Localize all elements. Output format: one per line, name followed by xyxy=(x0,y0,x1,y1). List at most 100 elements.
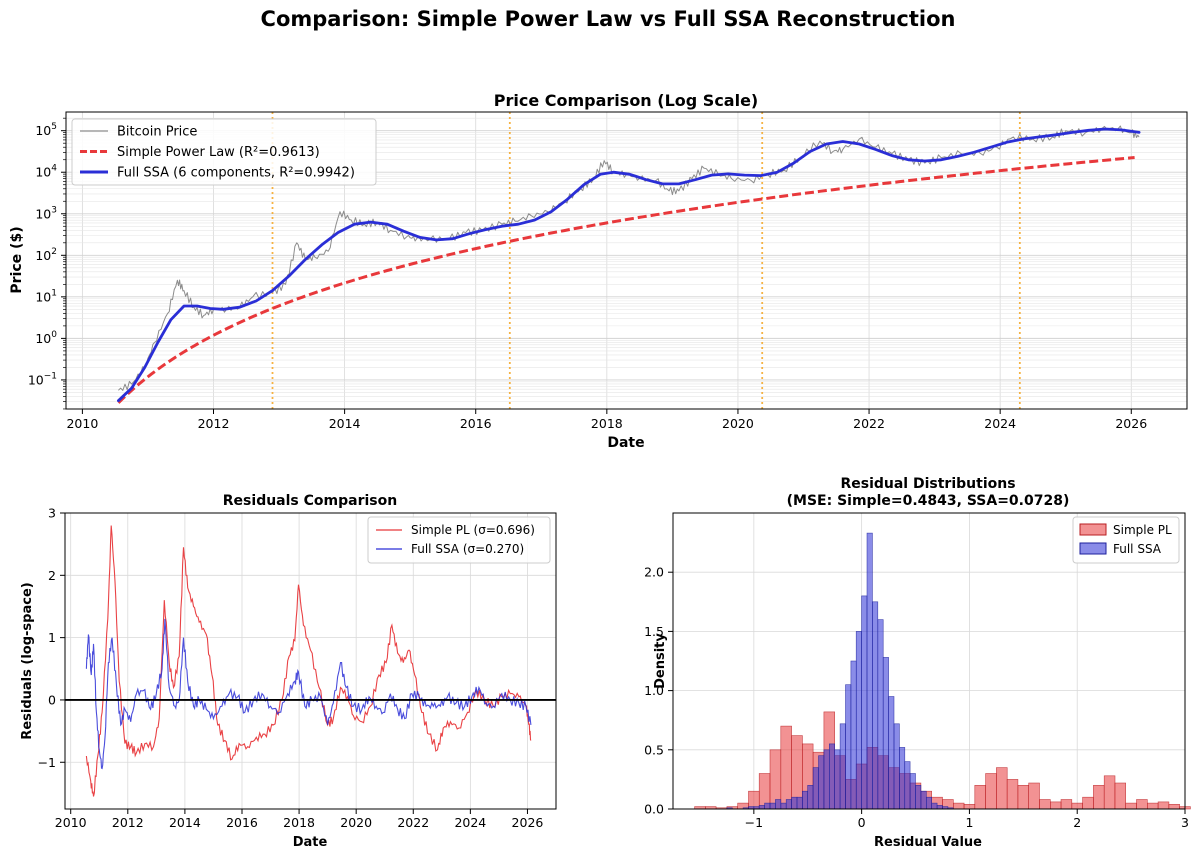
price-x-ticks: 2010 2012 2014 2016 2018 2020 2022 2024 2026 xyxy=(66,409,1147,431)
histogram-x-ticks: −1 0 1 2 3 xyxy=(745,809,1189,830)
full-ssa-bar xyxy=(904,761,911,810)
histogram-y-tick-label: 1.0 xyxy=(644,683,664,698)
price-y-tick-label: 102 xyxy=(35,247,57,263)
full-ssa-bar xyxy=(818,755,825,810)
residuals-x-tick-label: 2026 xyxy=(512,815,544,830)
full-ssa-bar xyxy=(758,805,765,810)
full-ssa-bar xyxy=(872,601,879,810)
simple-pl-bar xyxy=(1168,803,1180,810)
price-x-tick-label: 2026 xyxy=(1115,416,1147,431)
legend-label-full-ssa: Full SSA (6 components, R²=0.9942) xyxy=(117,166,355,181)
full-ssa-bar xyxy=(801,790,808,810)
full-ssa-bar xyxy=(882,657,889,810)
price-y-tick-label: 103 xyxy=(35,205,57,221)
price-x-tick-label: 2024 xyxy=(984,416,1016,431)
figure-title: Comparison: Simple Power Law vs Full SSA… xyxy=(261,7,956,31)
price-x-tick-label: 2022 xyxy=(853,416,885,431)
simple-pl-bar xyxy=(985,773,997,810)
full-ssa-bar xyxy=(893,723,900,810)
price-y-axis-label: Price ($) xyxy=(9,226,25,293)
residuals-y-tick-label: 3 xyxy=(48,506,56,521)
residuals-y-tick-label: 0 xyxy=(48,692,56,707)
residuals-x-tick-label: 2010 xyxy=(55,815,87,830)
residuals-chart: Residuals Comparison 2010 2012 2014 2016 201… xyxy=(20,493,557,850)
residuals-y-tick-label: −1 xyxy=(38,755,56,770)
residuals-plot-frame xyxy=(64,512,557,810)
price-x-tick-label: 2014 xyxy=(329,416,361,431)
price-y-tick-label: 100 xyxy=(35,330,57,346)
simple-pl-bar xyxy=(1039,799,1051,810)
price-y-tick-label: 101 xyxy=(35,288,57,304)
histogram-title-line-1: Residual Distributions xyxy=(840,476,1015,492)
legend-label-simple-power-law: Simple Power Law (R²=0.9613) xyxy=(117,145,320,160)
price-chart-title: Price Comparison (Log Scale) xyxy=(494,91,759,110)
simple-pl-bar xyxy=(1071,802,1083,810)
histogram-y-axis-label: Density xyxy=(653,633,668,689)
histogram-y-tick-label: 1.5 xyxy=(644,624,664,639)
histogram-y-tick-label: 0.5 xyxy=(644,742,664,757)
legend-label-simple-pl-hist: Simple PL xyxy=(1113,523,1172,537)
full-ssa-line xyxy=(117,127,1141,403)
price-x-tick-label: 2010 xyxy=(66,416,98,431)
simple-pl-bar xyxy=(1125,802,1137,810)
residuals-x-tick-label: 2018 xyxy=(283,815,315,830)
price-legend: Bitcoin Price Simple Power Law (R²=0.961… xyxy=(71,118,377,186)
histogram-chart: Residual Distributions (MSE: Simple=0.48… xyxy=(644,476,1191,850)
price-legend-box xyxy=(71,118,377,186)
residuals-x-tick-label: 2020 xyxy=(340,815,372,830)
full-ssa-residual-line xyxy=(85,618,532,770)
histogram-x-tick-label: 1 xyxy=(965,815,973,830)
simple-pl-bar xyxy=(1028,782,1040,810)
histogram-bars xyxy=(694,532,1191,810)
residuals-legend-box xyxy=(367,516,551,564)
histogram-plot-frame xyxy=(672,512,1186,810)
legend-swatch-simple-pl-hist xyxy=(1079,523,1107,536)
histogram-x-tick-label: 0 xyxy=(858,815,866,830)
legend-label-simple-pl: Simple PL (σ=0.696) xyxy=(411,523,535,537)
full-ssa-bar xyxy=(909,773,916,810)
residuals-x-tick-label: 2016 xyxy=(226,815,258,830)
price-y-tick-label: 105 xyxy=(35,122,57,138)
full-ssa-bar xyxy=(915,784,922,810)
full-ssa-bar xyxy=(845,684,852,810)
price-plot-frame xyxy=(65,111,1188,410)
simple-pl-bar xyxy=(1017,784,1030,810)
simple-pl-bar xyxy=(1136,799,1148,810)
full-ssa-bar xyxy=(834,749,841,810)
full-ssa-bar xyxy=(861,595,868,810)
price-x-tick-label: 2018 xyxy=(591,416,623,431)
histogram-y-tick-label: 0.0 xyxy=(644,802,664,817)
residuals-chart-title: Residuals Comparison xyxy=(223,493,397,509)
residuals-x-axis-label: Date xyxy=(293,835,328,850)
legend-label-full-ssa-residual: Full SSA (σ=0.270) xyxy=(411,542,524,556)
histogram-title-line-2: (MSE: Simple=0.4843, SSA=0.0728) xyxy=(787,493,1070,509)
residuals-x-tick-label: 2014 xyxy=(169,815,201,830)
histogram-x-tick-label: −1 xyxy=(745,815,763,830)
simple-pl-bar xyxy=(1114,782,1127,810)
simple-pl-bar xyxy=(974,784,986,810)
residuals-x-tick-label: 2022 xyxy=(397,815,429,830)
simple-pl-residual-line xyxy=(85,525,532,797)
simple-pl-bar xyxy=(1006,779,1019,810)
full-ssa-bar xyxy=(936,805,943,810)
histogram-y-ticks: 0.0 0.5 1.0 1.5 2.0 xyxy=(644,565,673,817)
price-series xyxy=(117,125,1141,404)
price-y-tick-label: 10−1 xyxy=(28,371,57,387)
simple-pl-bar xyxy=(1082,796,1094,810)
simple-pl-bar xyxy=(1103,775,1116,810)
legend-label-bitcoin: Bitcoin Price xyxy=(117,125,197,140)
halving-lines xyxy=(271,112,1021,409)
histogram-x-tick-label: 2 xyxy=(1073,815,1081,830)
price-chart: Price Comparison (Log Scale) 2010 2012 201… xyxy=(9,91,1188,451)
full-ssa-bar xyxy=(807,784,814,810)
full-ssa-bar xyxy=(920,790,927,810)
histogram-legend: Simple PL Full SSA xyxy=(1072,516,1180,564)
full-ssa-bar xyxy=(764,802,771,810)
full-ssa-bar xyxy=(785,799,792,810)
full-ssa-bar xyxy=(780,802,787,810)
residuals-series xyxy=(85,525,532,797)
residuals-y-tick-label: 1 xyxy=(48,630,56,645)
full-ssa-bar xyxy=(866,532,873,810)
full-ssa-bar xyxy=(839,723,846,810)
